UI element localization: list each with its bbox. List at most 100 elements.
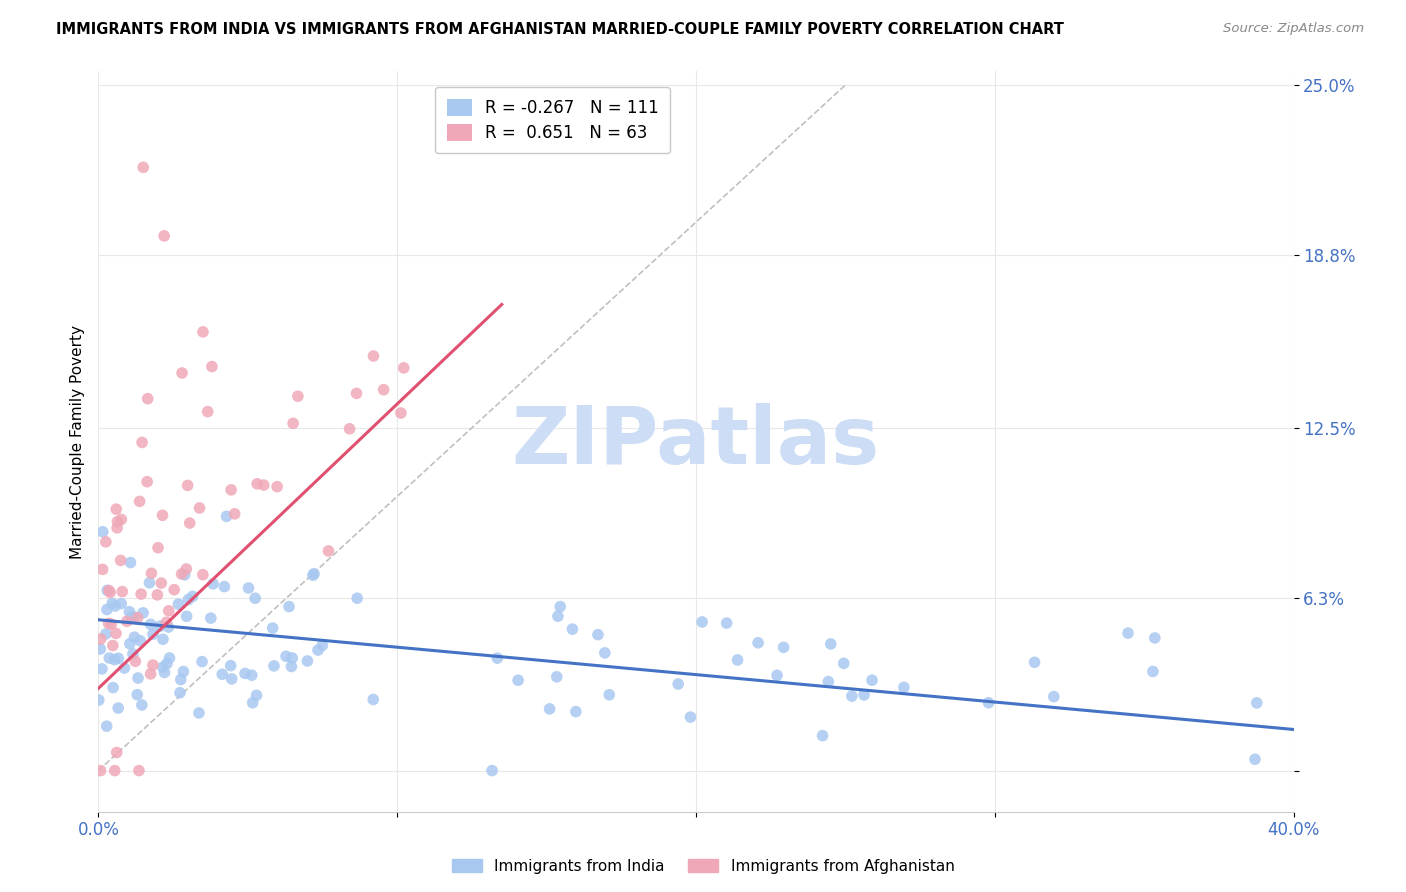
Text: IMMIGRANTS FROM INDIA VS IMMIGRANTS FROM AFGHANISTAN MARRIED-COUPLE FAMILY POVER: IMMIGRANTS FROM INDIA VS IMMIGRANTS FROM… — [56, 22, 1064, 37]
Point — [104, 764, 127, 778]
Point — [893, 681, 915, 695]
Point — [1043, 690, 1066, 704]
Point — [107, 515, 129, 529]
Point — [104, 626, 127, 640]
Point — [132, 606, 155, 620]
Point — [105, 521, 128, 535]
Point — [860, 673, 883, 688]
Point — [127, 610, 149, 624]
Point — [131, 435, 153, 450]
Point — [188, 500, 211, 515]
Point — [1143, 631, 1166, 645]
Point — [200, 611, 222, 625]
Point — [214, 580, 236, 594]
Point — [136, 392, 159, 406]
Point — [152, 660, 174, 674]
Point — [96, 583, 118, 598]
Point — [245, 688, 267, 702]
Point — [163, 582, 186, 597]
Point — [215, 509, 238, 524]
Point — [245, 591, 267, 606]
Point — [1116, 626, 1139, 640]
Point — [170, 566, 193, 581]
Point — [811, 729, 834, 743]
Point — [690, 615, 713, 629]
Point — [105, 746, 128, 760]
Point — [146, 541, 169, 555]
Point — [506, 673, 529, 688]
Point — [173, 567, 195, 582]
Point — [302, 568, 325, 582]
Point — [242, 696, 264, 710]
Point — [107, 701, 129, 715]
Point — [159, 651, 181, 665]
Point — [262, 621, 284, 635]
Point — [118, 605, 141, 619]
Point — [90, 764, 112, 778]
Point — [666, 677, 689, 691]
Point — [311, 639, 333, 653]
Point — [89, 642, 111, 657]
Point — [274, 649, 297, 664]
Point — [128, 764, 150, 778]
Point — [486, 651, 509, 665]
Point — [124, 630, 146, 644]
Point — [287, 389, 309, 403]
Point — [817, 674, 839, 689]
Point — [176, 609, 198, 624]
Point — [716, 616, 738, 631]
Text: ZIPatlas: ZIPatlas — [512, 402, 880, 481]
Point — [561, 622, 583, 636]
Point — [538, 702, 561, 716]
Point — [361, 692, 384, 706]
Point — [152, 632, 174, 647]
Point — [363, 349, 385, 363]
Point — [122, 647, 145, 661]
Point — [139, 667, 162, 681]
Point — [177, 592, 200, 607]
Point — [138, 575, 160, 590]
Point — [853, 688, 876, 702]
Point — [110, 553, 132, 567]
Point — [1244, 752, 1267, 766]
Point — [1024, 655, 1046, 669]
Point — [146, 588, 169, 602]
Point — [101, 639, 124, 653]
Point — [977, 696, 1000, 710]
Point — [233, 666, 256, 681]
Point — [91, 662, 114, 676]
Point — [94, 534, 117, 549]
Point — [586, 627, 609, 641]
Point — [346, 591, 368, 606]
Point — [110, 597, 132, 611]
Point — [772, 640, 794, 655]
Point — [176, 562, 198, 576]
Point — [307, 643, 329, 657]
Point — [179, 516, 201, 530]
Point — [100, 617, 122, 632]
Legend: R = -0.267   N = 111, R =  0.651   N = 63: R = -0.267 N = 111, R = 0.651 N = 63 — [434, 87, 671, 153]
Point — [593, 646, 616, 660]
Point — [104, 599, 127, 613]
Point — [339, 422, 361, 436]
Point — [110, 512, 132, 526]
Point — [101, 681, 124, 695]
Point — [115, 615, 138, 629]
Point — [94, 627, 117, 641]
Point — [91, 562, 114, 576]
Point — [90, 632, 112, 646]
Point — [181, 590, 204, 604]
Point — [98, 651, 121, 665]
Point — [224, 507, 246, 521]
Point — [149, 619, 172, 633]
Point — [176, 478, 198, 492]
Point — [128, 494, 150, 508]
Point — [679, 710, 702, 724]
Point — [565, 705, 588, 719]
Point — [101, 596, 124, 610]
Point — [197, 404, 219, 418]
Point — [832, 657, 855, 671]
Point — [142, 627, 165, 641]
Point — [211, 667, 233, 681]
Point — [97, 583, 120, 598]
